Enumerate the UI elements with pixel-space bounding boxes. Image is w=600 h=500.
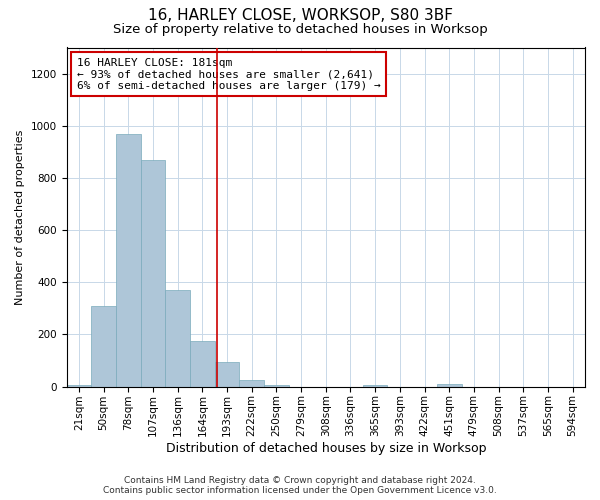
Bar [215, 362, 239, 386]
Text: 16 HARLEY CLOSE: 181sqm
← 93% of detached houses are smaller (2,641)
6% of semi-: 16 HARLEY CLOSE: 181sqm ← 93% of detache… [77, 58, 380, 91]
Bar [190, 341, 215, 386]
Bar [116, 134, 140, 386]
Text: 16, HARLEY CLOSE, WORKSOP, S80 3BF: 16, HARLEY CLOSE, WORKSOP, S80 3BF [148, 8, 452, 22]
Text: Size of property relative to detached houses in Worksop: Size of property relative to detached ho… [113, 22, 487, 36]
Bar [239, 380, 264, 386]
Y-axis label: Number of detached properties: Number of detached properties [15, 130, 25, 305]
Bar [165, 290, 190, 386]
Bar [140, 160, 165, 386]
Text: Contains HM Land Registry data © Crown copyright and database right 2024.
Contai: Contains HM Land Registry data © Crown c… [103, 476, 497, 495]
Bar [91, 306, 116, 386]
Bar [437, 384, 461, 386]
X-axis label: Distribution of detached houses by size in Worksop: Distribution of detached houses by size … [166, 442, 486, 455]
